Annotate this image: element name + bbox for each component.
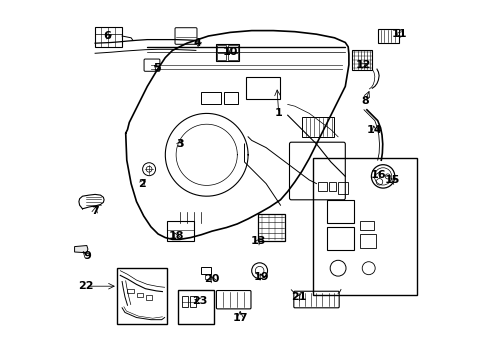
Text: 3: 3 (176, 139, 183, 149)
Bar (127, 289, 134, 293)
Bar (352, 50, 371, 70)
Text: 10: 10 (222, 47, 237, 57)
Text: 15: 15 (385, 175, 400, 185)
Text: 8: 8 (361, 96, 368, 106)
Text: 18: 18 (168, 231, 183, 241)
Bar (326, 200, 354, 223)
Bar (95, 27, 122, 47)
Text: 7: 7 (91, 206, 99, 216)
Bar (136, 293, 142, 297)
Bar (145, 295, 152, 300)
Text: 11: 11 (391, 29, 406, 39)
Bar (217, 53, 226, 60)
Text: 16: 16 (370, 170, 386, 180)
Bar (181, 296, 187, 307)
Text: 1: 1 (274, 108, 282, 118)
Bar (215, 44, 239, 61)
Bar (200, 267, 211, 274)
Bar (228, 45, 237, 52)
Bar (224, 92, 238, 104)
Bar (377, 29, 399, 43)
Bar (328, 182, 336, 191)
Text: 12: 12 (355, 60, 370, 70)
Bar (258, 214, 285, 241)
Bar (217, 45, 226, 52)
Text: 5: 5 (153, 63, 161, 73)
Bar (189, 296, 196, 307)
Bar (312, 158, 416, 295)
Bar (359, 234, 375, 248)
Text: 21: 21 (290, 292, 305, 302)
Text: 2: 2 (138, 179, 145, 189)
Text: 20: 20 (204, 274, 219, 284)
Text: 6: 6 (103, 31, 111, 41)
Bar (302, 117, 334, 137)
Text: 19: 19 (253, 272, 269, 282)
Text: 13: 13 (250, 236, 265, 246)
Text: 9: 9 (82, 251, 91, 261)
Polygon shape (75, 246, 88, 253)
Bar (326, 227, 354, 250)
Text: 22: 22 (78, 281, 93, 291)
Text: 17: 17 (232, 312, 247, 323)
Bar (359, 221, 373, 230)
Bar (318, 182, 326, 191)
Bar (228, 53, 237, 60)
Text: 14: 14 (366, 125, 381, 135)
Bar (337, 182, 347, 194)
Bar (204, 274, 211, 279)
Bar (178, 290, 213, 324)
Text: 23: 23 (191, 296, 207, 306)
Bar (201, 92, 221, 104)
Bar (117, 268, 167, 324)
Bar (167, 221, 194, 241)
Text: 4: 4 (193, 38, 201, 48)
Bar (246, 77, 280, 99)
